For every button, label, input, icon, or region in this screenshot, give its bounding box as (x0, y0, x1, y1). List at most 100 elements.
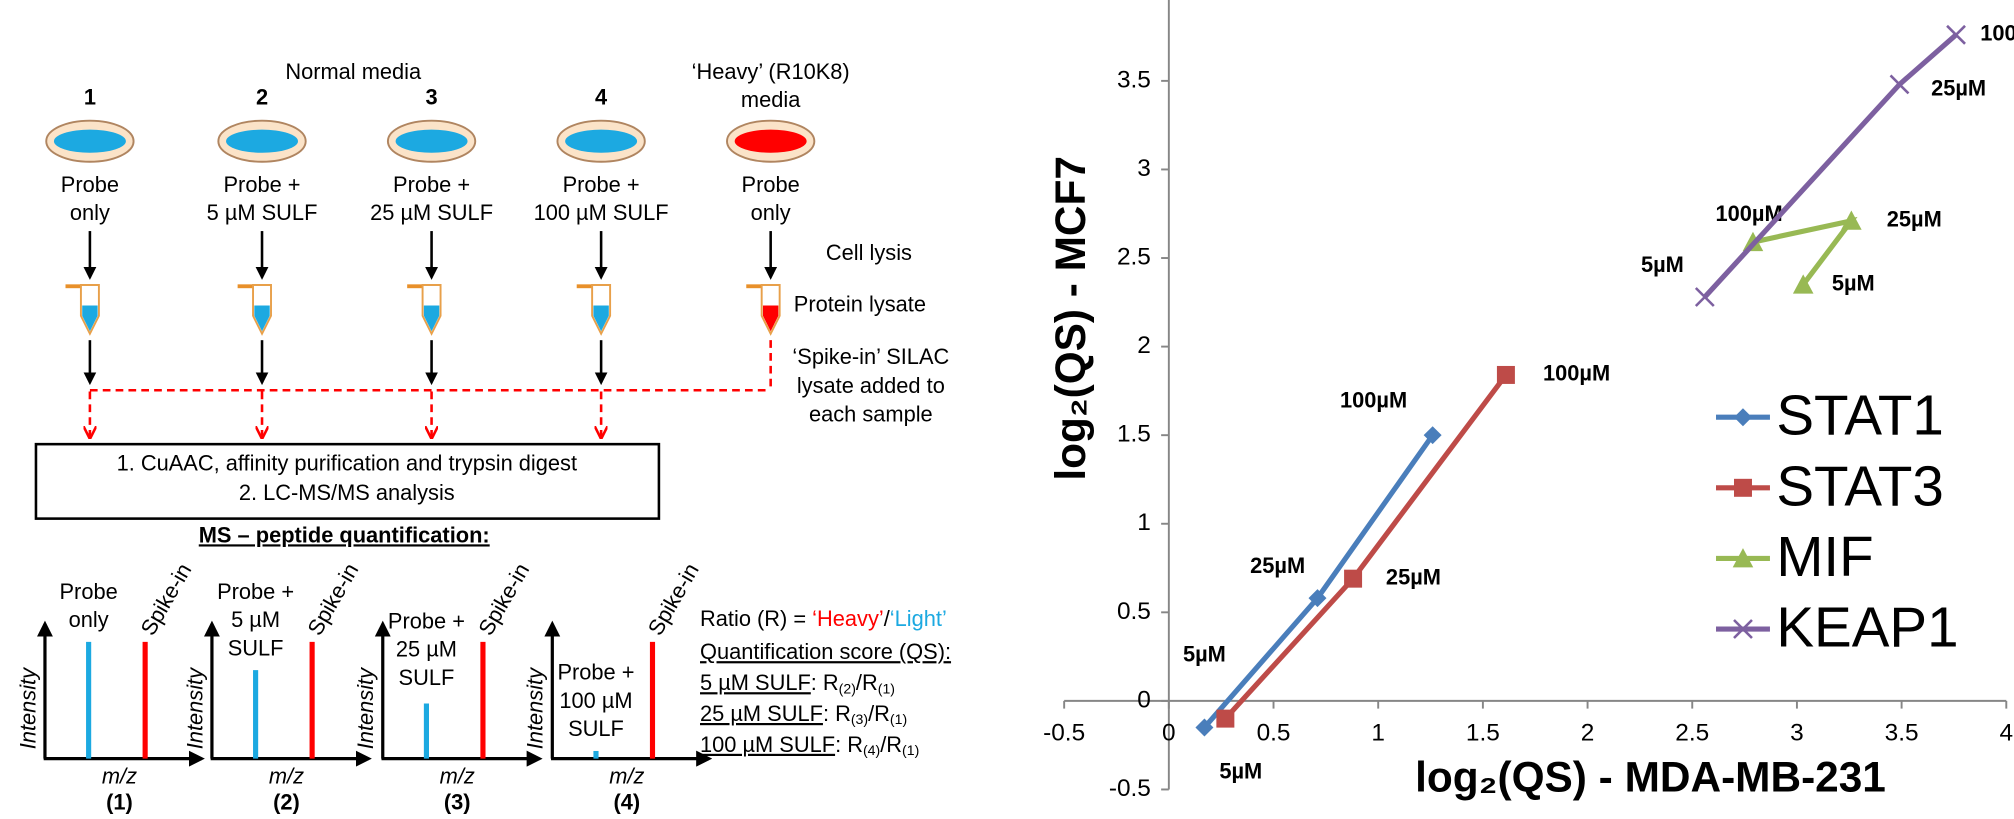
point-label: 5µM (1832, 270, 1875, 295)
media-label: media (741, 87, 801, 112)
marker-square (1734, 479, 1752, 497)
x-tick-label: 2.5 (1675, 720, 1709, 747)
column-number: 3 (425, 85, 437, 110)
qs-title: Quantification score (QS): (700, 639, 951, 664)
marker-square (1216, 710, 1234, 728)
dish-media (54, 130, 126, 153)
marker-x (1891, 75, 1909, 93)
legend-label: STAT3 (1776, 454, 1943, 517)
dish-label: only (751, 200, 791, 225)
point-label: 5µM (1641, 252, 1684, 277)
spike-in-note: lysate added to (797, 373, 945, 398)
tube-liquid (424, 306, 439, 332)
y-tick-label: -0.5 (1109, 775, 1151, 802)
qs-formula: /R (880, 732, 902, 757)
step-label: Cell lysis (826, 240, 912, 265)
qs-formula: : R (823, 701, 851, 726)
ratio: Ratio (R) = ‘Heavy’/‘Light’ (700, 606, 947, 631)
legend-label: MIF (1776, 525, 1873, 588)
y-tick-label: 1.5 (1117, 421, 1151, 448)
dish-media (565, 130, 637, 153)
point-label: 5µM (1183, 641, 1226, 666)
qs-formula: (1) (902, 742, 919, 758)
qs-formula: /R (856, 670, 878, 695)
y-tick-label: 2.5 (1117, 243, 1151, 270)
qs-formula: (1) (878, 680, 895, 696)
y-tick-label: 3.5 (1117, 66, 1151, 93)
peak-label: 5 µM (231, 607, 280, 632)
dish-media (226, 130, 298, 153)
dish-label: Probe (742, 172, 800, 197)
media-label: ‘Heavy’ (R10K8) (692, 59, 850, 84)
peak-label: SULF (399, 665, 455, 690)
x-tick-label: 0.5 (1257, 720, 1291, 747)
mz-label: m/z (269, 764, 304, 789)
spike-in-label: Spike-in (473, 559, 534, 640)
column-number: 2 (256, 85, 268, 110)
figure: Normal media ‘Heavy’ (R10K8) media 1 Probe on… (0, 0, 2014, 819)
x-tick-label: 3 (1790, 720, 1804, 747)
qs-item: 5 µM SULF: R(2)/R(1) (700, 670, 895, 696)
spike-in-note: each sample (809, 402, 933, 427)
dish-label: Probe + (224, 172, 301, 197)
qs-formula: (1) (890, 711, 907, 727)
qs-item: 100 µM SULF: R(4)/R(1) (700, 732, 919, 758)
x-tick-label: 0 (1162, 720, 1176, 747)
dish-label: Probe (61, 172, 119, 197)
ms-title: MS – peptide quantification: (199, 522, 490, 547)
series-line (1705, 35, 1956, 297)
dish-media (396, 130, 468, 153)
point-label: 100µM (1980, 21, 2014, 46)
mz-label: m/z (102, 764, 137, 789)
dish-label: only (70, 200, 110, 225)
dish-label: 100 µM SULF (534, 200, 669, 225)
qs-formula: (3) (851, 711, 868, 727)
x-tick-label: 1.5 (1466, 720, 1500, 747)
x-tick-label: 4 (2000, 720, 2014, 747)
point-label: 25µM (1250, 553, 1305, 578)
dish-label: Probe + (563, 172, 640, 197)
intensity-label: Intensity (523, 667, 548, 749)
y-tick-label: 1 (1137, 509, 1151, 536)
spike-in-label: Spike-in (302, 559, 363, 640)
qs-label: 25 µM SULF (700, 701, 823, 726)
qs-label: 100 µM SULF (700, 732, 835, 757)
y-axis-title: log₂(QS) - MCF7 (1047, 156, 1094, 481)
peak-label: SULF (568, 716, 624, 741)
mz-label: m/z (440, 764, 475, 789)
x-tick-label: 2 (1581, 720, 1595, 747)
tube-liquid (593, 306, 608, 332)
point-label: 25µM (1887, 207, 1942, 232)
step-label: Protein lysate (794, 291, 926, 316)
column-number: 1 (84, 85, 96, 110)
point-label: 25µM (1386, 564, 1441, 589)
peak-label: 25 µM (396, 637, 457, 662)
qs-formula: : R (811, 670, 839, 695)
spectrum-number: (2) (273, 789, 300, 814)
qs-formula: /R (868, 701, 890, 726)
peak-label: only (69, 607, 109, 632)
media-label: Normal media (285, 59, 422, 84)
marker-x (1696, 288, 1714, 306)
peak-label: Probe + (388, 608, 465, 633)
qs-item: 25 µM SULF: R(3)/R(1) (700, 701, 907, 727)
spike-in-label: Spike-in (135, 559, 196, 640)
legend-label: STAT1 (1776, 384, 1943, 447)
marker-diamond (1734, 408, 1752, 426)
qs-formula: (4) (863, 742, 880, 758)
y-tick-label: 0.5 (1117, 598, 1151, 625)
dish-media (735, 130, 807, 153)
point-label: 100µM (1543, 361, 1610, 386)
qs-formula: (2) (839, 680, 856, 696)
spectrum-number: (4) (613, 789, 640, 814)
process-step: 1. CuAAC, affinity purification and tryp… (117, 450, 577, 475)
peak-label: Probe + (557, 660, 634, 685)
process-step: 2. LC-MS/MS analysis (239, 480, 455, 505)
qs-label: 5 µM SULF (700, 670, 811, 695)
point-label: 5µM (1219, 758, 1262, 783)
ratio-part: ‘Heavy’ (812, 606, 884, 631)
tube-liquid (763, 306, 778, 332)
point-label: 25µM (1931, 75, 1986, 100)
spectrum-number: (3) (444, 789, 471, 814)
y-tick-label: 0 (1137, 686, 1151, 713)
